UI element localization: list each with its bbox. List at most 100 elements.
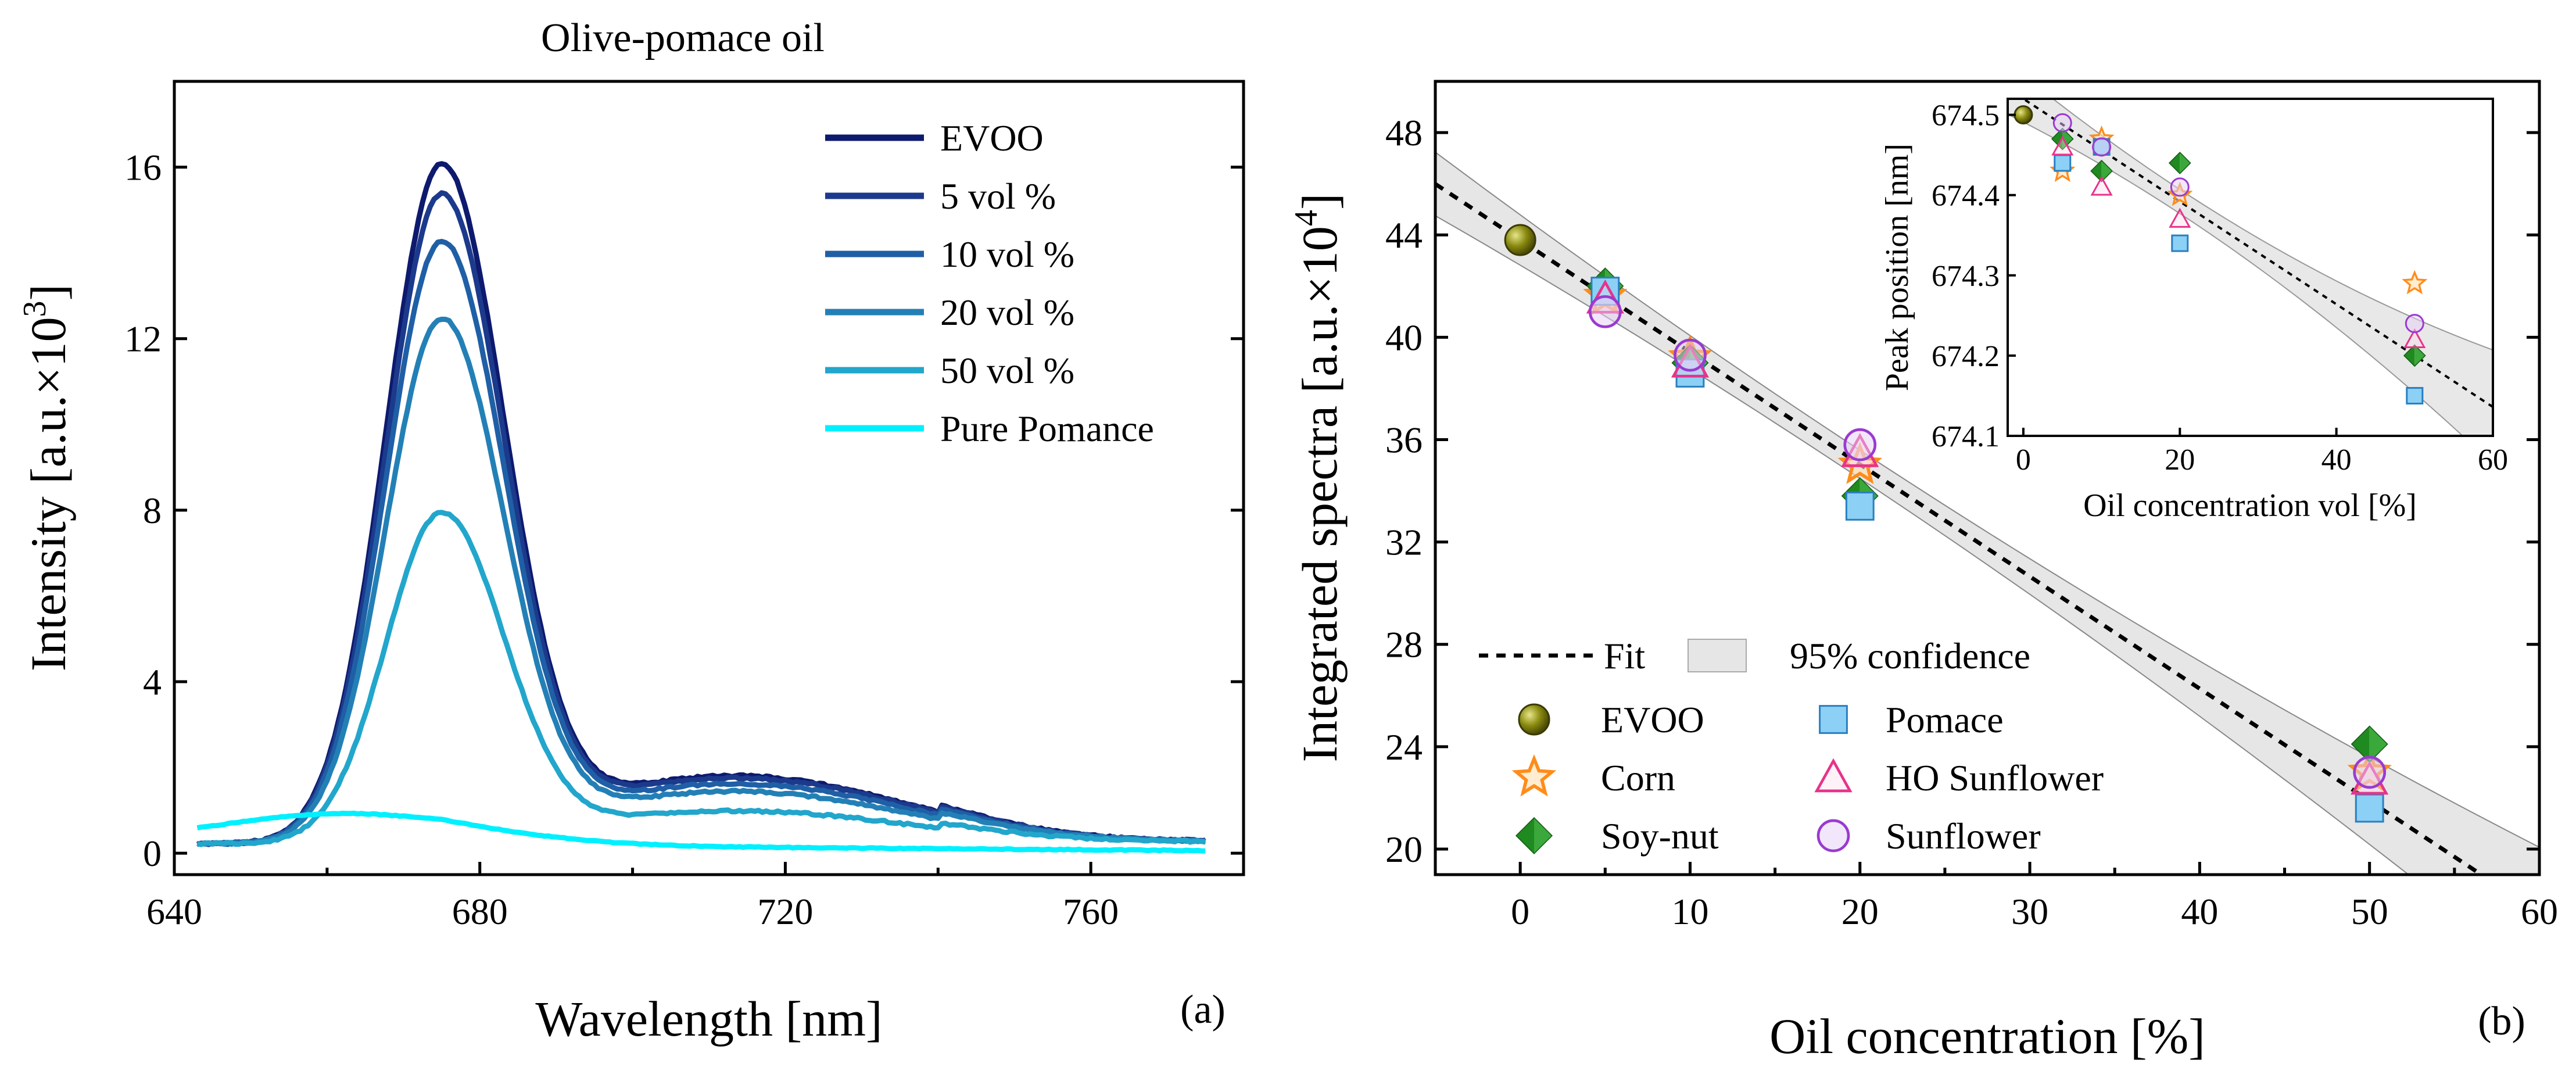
inset-point-pomace-3 xyxy=(2406,386,2424,404)
y-tick-label: 28 xyxy=(1385,624,1423,665)
marker-fill-half xyxy=(2369,726,2387,762)
x-tick-label: 50 xyxy=(2351,891,2388,932)
y-tick-label: 8 xyxy=(143,490,162,531)
series-layer xyxy=(196,161,1206,854)
legend-marker-0 xyxy=(1518,703,1550,736)
y-tick-label: 20 xyxy=(1385,829,1423,870)
legend-label-4: HO Sunflower xyxy=(1886,757,2104,799)
point-sunflower-1 xyxy=(1674,338,1707,372)
point-sunflower-0 xyxy=(1588,295,1622,328)
inset-x-tick-label: 20 xyxy=(2165,443,2195,477)
panel-label: (a) xyxy=(1180,987,1226,1032)
inset-y-tick-label: 674.5 xyxy=(1932,99,2000,133)
legend-label-1: Corn xyxy=(1601,757,1675,799)
marker-shape xyxy=(2406,386,2424,404)
marker-shape xyxy=(1845,492,1875,521)
chart-title: Olive-pomace oil xyxy=(541,16,825,60)
inset-x-axis-label: Oil concentration vol [%] xyxy=(2083,488,2417,524)
inset-point-sunflower-1 xyxy=(2092,137,2112,157)
x-tick-label: 760 xyxy=(1063,891,1119,932)
legend-marker-2 xyxy=(1515,817,1553,855)
panel-b: 0 10 20 30 40 50 60 20 24 28 32 36 40 44 48 Oil conce… xyxy=(1288,80,2558,1064)
inset-point-sunflower-2 xyxy=(2170,177,2190,197)
y-tick-label: 36 xyxy=(1385,419,1423,460)
point-pomace-3 xyxy=(2355,793,2384,823)
legend: Fit 95% confidence EVOO Corn Soy-nut Pomace… xyxy=(1479,635,2104,857)
inset-point-pomace-2 xyxy=(2171,234,2189,252)
legend-label-1: 5 vol % xyxy=(940,176,1056,217)
y-tick-label: 32 xyxy=(1385,522,1423,563)
marker-shape xyxy=(2170,177,2190,197)
y-tick-label: 44 xyxy=(1385,214,1423,256)
marker-shape xyxy=(2052,113,2072,133)
y-tick-label: 12 xyxy=(124,318,162,360)
y-tick-label: 4 xyxy=(143,661,162,703)
marker-shape xyxy=(2355,793,2384,823)
inset-point-corn-3 xyxy=(2402,270,2428,295)
legend-fit-label: Fit xyxy=(1604,635,1645,676)
series-line-4 xyxy=(196,510,1206,847)
marker-shape xyxy=(2092,137,2112,157)
inset-y-axis-ticks: 674.1 674.2 674.3 674.4 674.5 xyxy=(1932,99,2016,453)
legend-label-5: Sunflower xyxy=(1886,815,2041,857)
marker-shape xyxy=(1504,224,1536,256)
inset-data-points xyxy=(2013,105,2428,404)
marker-fill-half xyxy=(2170,153,2180,173)
inset-x-tick-label: 0 xyxy=(2016,443,2031,477)
x-tick-label: 720 xyxy=(757,891,813,932)
legend-label-2: Soy-nut xyxy=(1601,815,1719,857)
inset-point-evoo-0 xyxy=(2013,105,2033,125)
marker-shape xyxy=(2405,314,2424,334)
marker-fill-half xyxy=(2091,161,2102,181)
inset-point-pomace-0 xyxy=(2054,154,2072,172)
marker-shape xyxy=(2403,328,2426,348)
x-axis-label: Wavelength [nm] xyxy=(535,991,882,1047)
inset-point-ho-sunflower-0 xyxy=(2051,135,2074,156)
x-tick-label: 10 xyxy=(1671,891,1708,932)
inset-y-tick-label: 674.1 xyxy=(1932,420,2000,453)
legend-marker-1 xyxy=(1511,754,1557,797)
legend-label-4: 50 vol % xyxy=(940,350,1074,391)
confidence-band xyxy=(1435,151,2539,875)
inset-frame-outline xyxy=(2007,98,2494,437)
legend-confidence-swatch xyxy=(1688,639,1747,672)
point-pomace-2 xyxy=(1845,492,1875,521)
marker-shape xyxy=(1588,295,1622,328)
inset-point-soy-nut-1 xyxy=(2090,159,2113,182)
x-tick-label: 60 xyxy=(2521,891,2558,932)
series-line-1 xyxy=(196,190,1206,847)
legend-marker-5 xyxy=(1817,819,1850,853)
marker-fill-half xyxy=(1534,818,1552,853)
marker-shape xyxy=(2169,207,2191,228)
x-axis-label: Oil concentration [%] xyxy=(1769,1008,2205,1064)
legend-label-3: Pomace xyxy=(1886,699,2004,740)
inset-x-tick-label: 60 xyxy=(2478,443,2508,477)
point-sunflower-2 xyxy=(1843,428,1877,461)
y-tick-label: 48 xyxy=(1385,112,1423,153)
series-line-3 xyxy=(196,316,1206,847)
y-axis-label: Integrated spectra [a.u.×104] xyxy=(1288,193,1348,762)
panel-a: Olive-pomace oil 640 680 720 760 0 4 8 12 16 Wa… xyxy=(17,16,1245,1047)
point-sunflower-3 xyxy=(2353,756,2387,789)
x-axis-ticks: 640 680 720 760 xyxy=(146,862,1245,932)
marker-shape xyxy=(1674,338,1707,372)
marker-fill-half xyxy=(1517,818,1534,853)
marker-fill-half xyxy=(2101,161,2112,181)
x-tick-label: 0 xyxy=(1511,891,1529,932)
inset-point-sunflower-3 xyxy=(2405,314,2424,334)
legend-label-2: 10 vol % xyxy=(940,234,1074,275)
marker-fill-half xyxy=(2062,128,2073,149)
legend-marker-4 xyxy=(1814,758,1853,793)
series-line-5 xyxy=(196,810,1206,854)
y-tick-label: 16 xyxy=(124,147,162,188)
y-axis-ticks: 20 24 28 32 36 40 44 48 xyxy=(1385,112,2539,870)
marker-shape xyxy=(1518,703,1550,736)
marker-fill-half xyxy=(2180,153,2190,173)
x-tick-label: 30 xyxy=(2011,891,2048,932)
y-axis-label: Intensity [a.u.×103] xyxy=(17,284,76,671)
legend-marker-3 xyxy=(1819,705,1848,734)
inset-point-soy-nut-2 xyxy=(2168,152,2191,174)
legend-label-3: 20 vol % xyxy=(940,292,1074,333)
legend-confidence-label: 95% confidence xyxy=(1790,635,2030,676)
panel-label: (b) xyxy=(2478,999,2525,1044)
